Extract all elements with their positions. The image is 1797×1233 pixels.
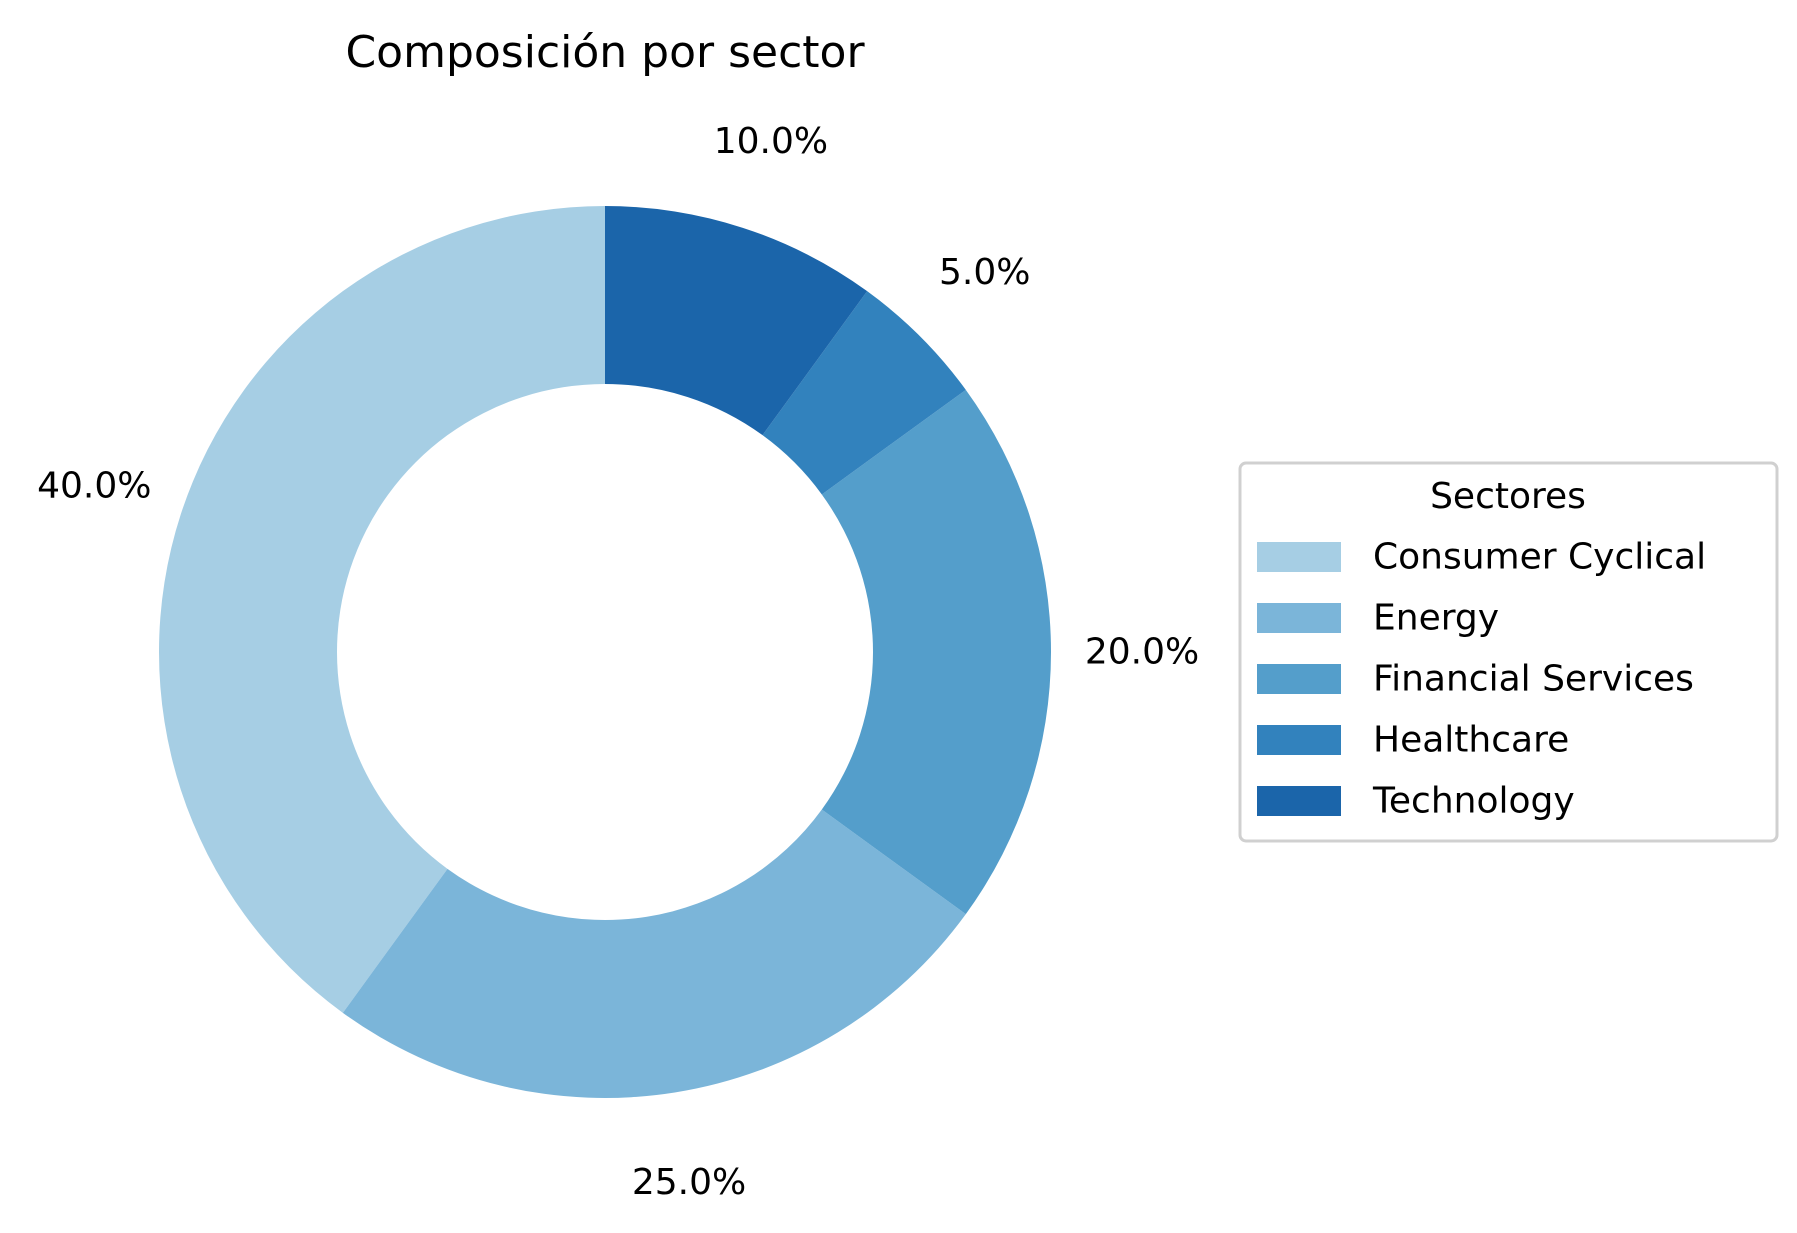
legend-swatch-energy (1257, 603, 1341, 633)
pct-label-technology: 10.0% (714, 121, 828, 162)
percentage-labels: 40.0% 25.0% 20.0% 5.0% 10.0% (37, 121, 1199, 1203)
slice-technology (605, 206, 868, 436)
chart-title: Composición por sector (345, 27, 865, 78)
slice-healthcare (762, 291, 966, 495)
legend-items: Consumer Cyclical Energy Financial Service… (1257, 537, 1706, 822)
pct-label-consumer-cyclical: 40.0% (37, 466, 151, 507)
pct-label-healthcare: 5.0% (939, 252, 1030, 293)
legend-label-healthcare: Healthcare (1373, 720, 1569, 761)
legend-label-energy: Energy (1373, 598, 1499, 639)
legend: Sectores Consumer Cyclical Energy Financia… (1238, 461, 1779, 843)
legend-swatch-technology (1257, 786, 1341, 816)
legend-label-financial-services: Financial Services (1373, 659, 1694, 700)
legend-frame (1238, 461, 1779, 843)
legend-label-technology: Technology (1372, 781, 1575, 822)
legend-swatch-consumer-cyclical (1257, 542, 1341, 572)
slice-energy (342, 809, 966, 1099)
slice-financial-services (821, 389, 1052, 915)
legend-label-consumer-cyclical: Consumer Cyclical (1373, 537, 1706, 578)
donut-slices (159, 206, 1052, 1099)
legend-swatch-healthcare (1257, 725, 1341, 755)
legend-swatch-financial-services (1257, 664, 1341, 694)
slice-consumer-cyclical (159, 206, 605, 1013)
legend-title: Sectores (1430, 476, 1586, 517)
pct-label-energy: 25.0% (632, 1162, 746, 1203)
pct-label-financial-services: 20.0% (1085, 632, 1199, 673)
